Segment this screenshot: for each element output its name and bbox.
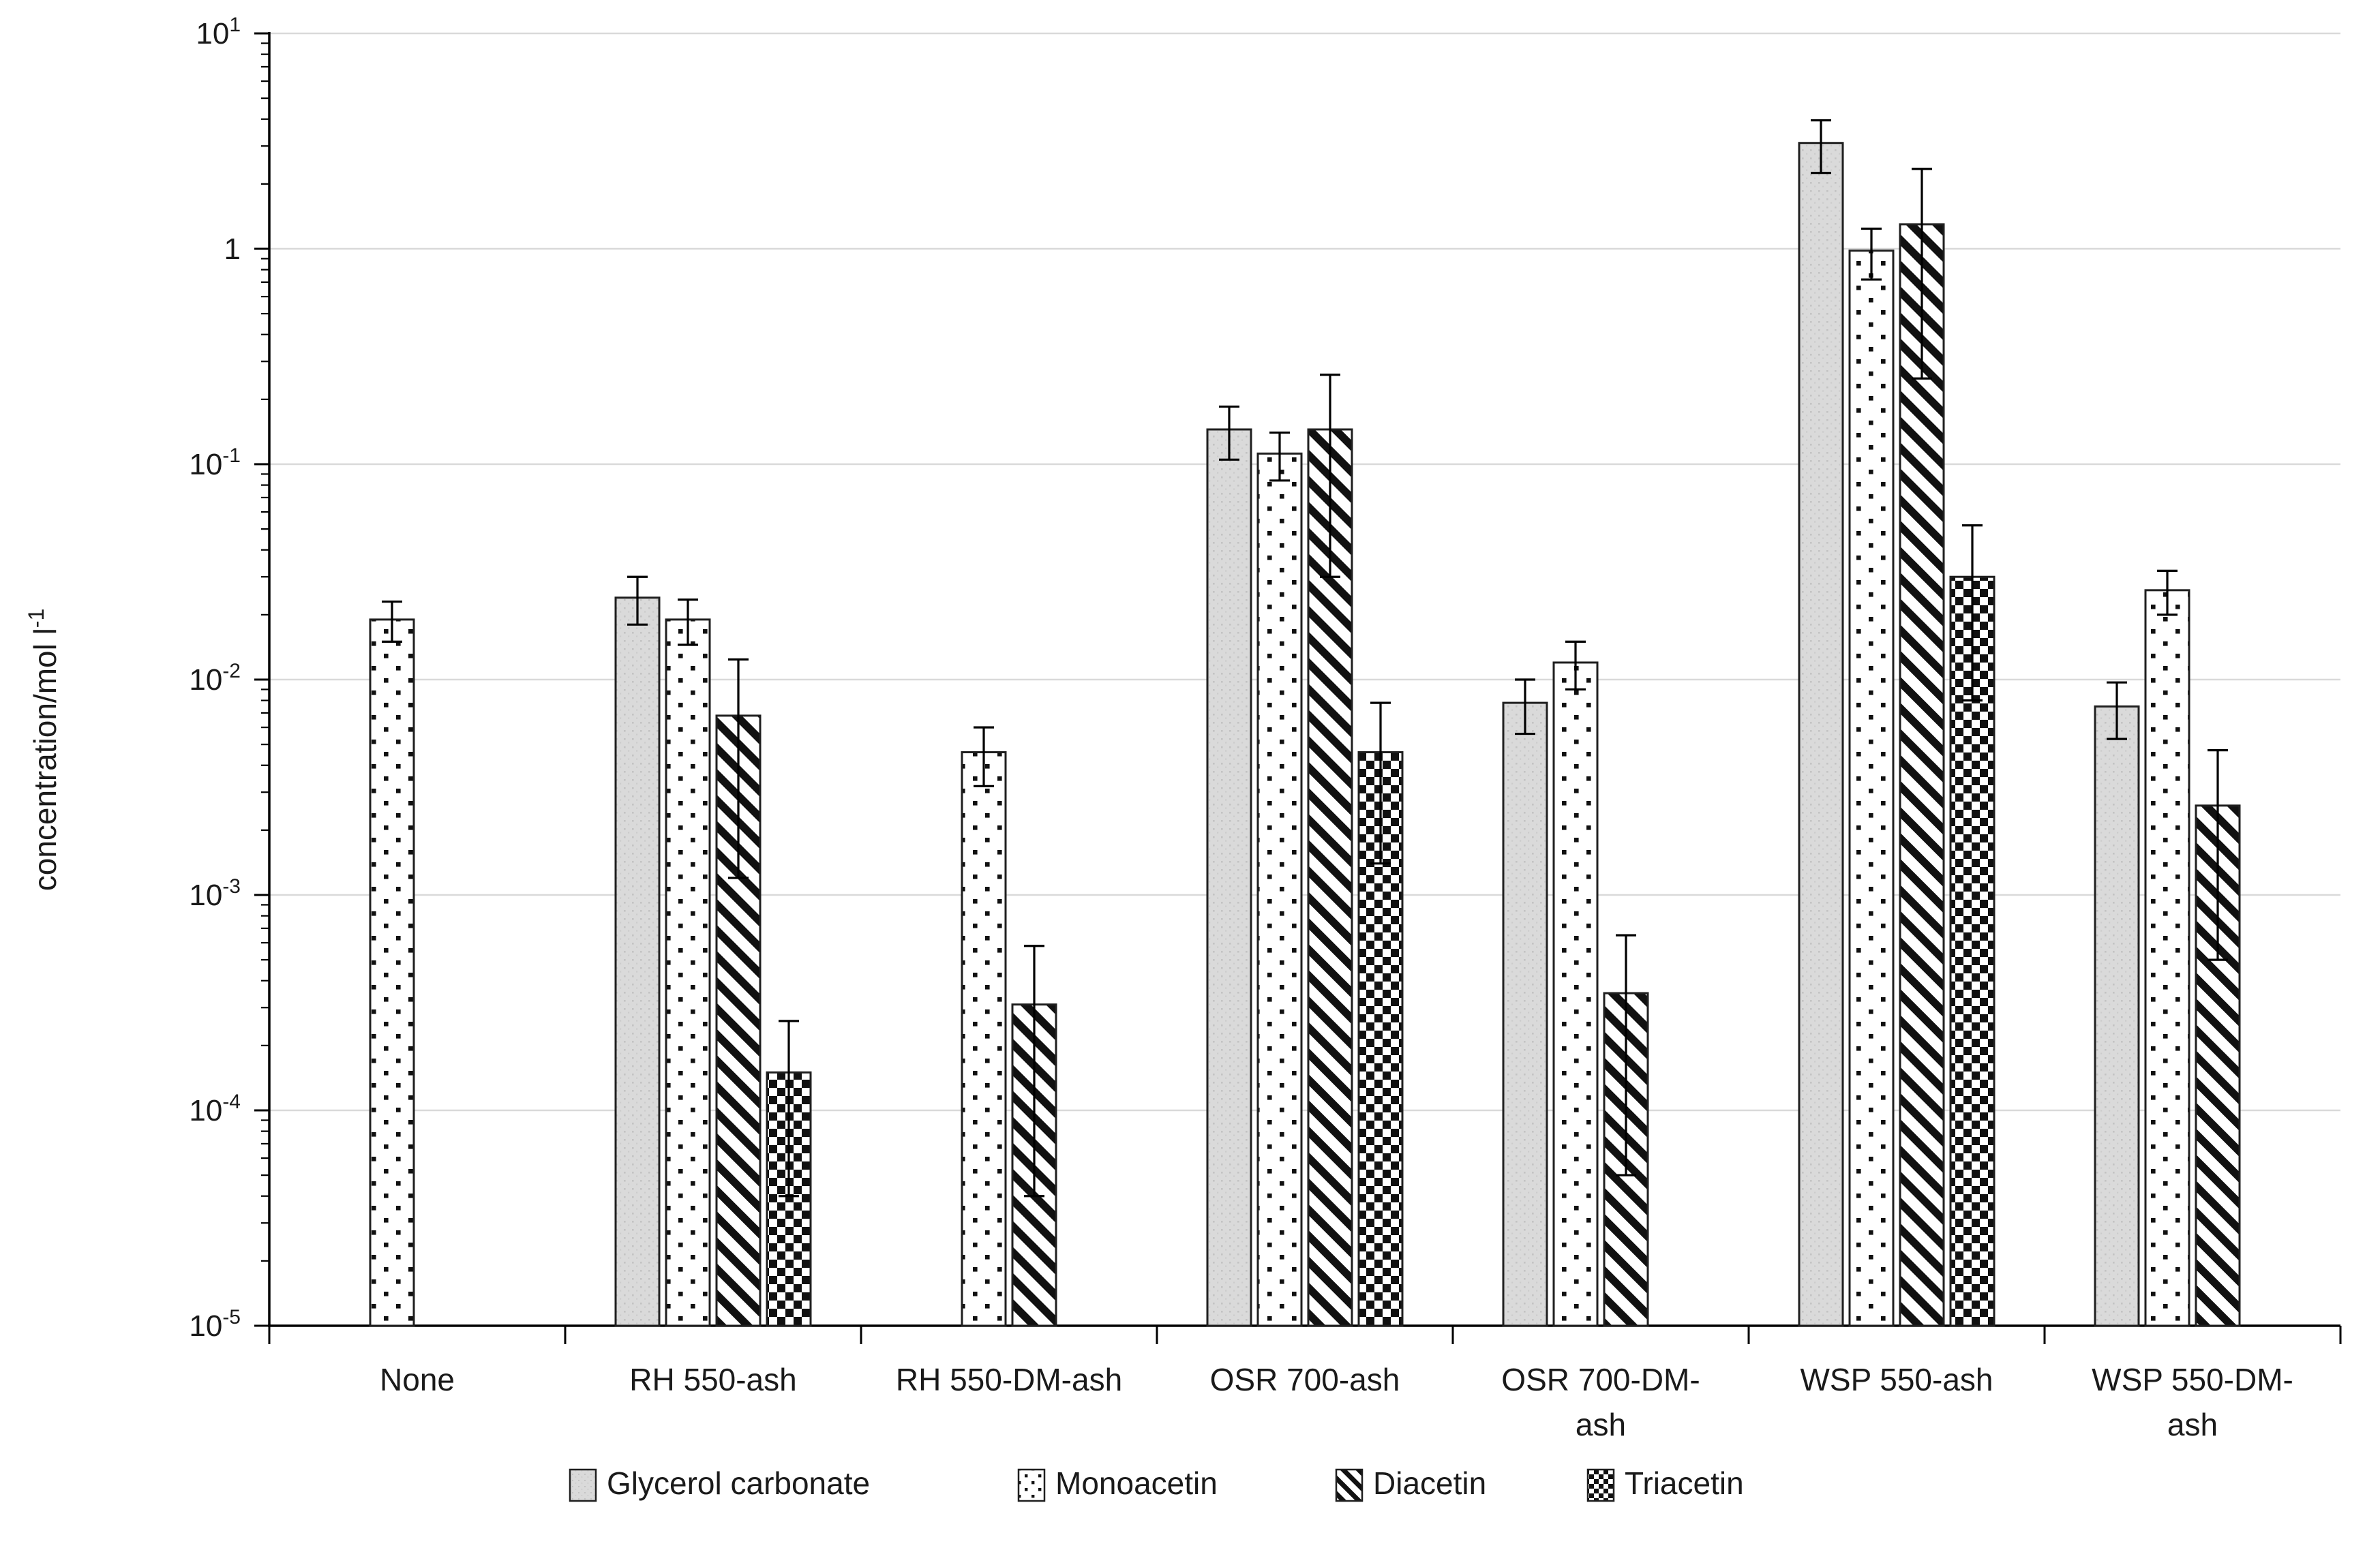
bar-glycerol-carbonate-6	[2094, 705, 2140, 1327]
bar-glycerol-carbonate-1	[614, 596, 661, 1327]
bars	[369, 142, 2241, 1327]
legend-label-triacetin: Triacetin	[1625, 1465, 1744, 1501]
y-axis-title: concentration/mol l-1	[24, 609, 63, 892]
x-category-label-6: WSP 550-DM-	[2092, 1362, 2293, 1397]
legend-swatch-glycerol-carbonate	[569, 1468, 597, 1502]
bar-glycerol-carbonate-3	[1206, 428, 1252, 1327]
legend: Glycerol carbonate Monoacetin Diacetin Tria…	[569, 1465, 1744, 1502]
x-category-label-2: RH 550-DM-ash	[896, 1362, 1122, 1397]
y-tick-label: 101	[196, 14, 241, 50]
y-tick-label: 10-2	[189, 660, 241, 697]
bar-monoacetin-5	[1848, 249, 1895, 1327]
y-axis-tick-labels: 101 1 10-1 10-2 10-3 10-4 10-5	[189, 14, 241, 1343]
legend-label-monoacetin: Monoacetin	[1055, 1465, 1218, 1501]
legend-label-glycerol-carbonate: Glycerol carbonate	[607, 1465, 870, 1501]
bar-triacetin-5	[1949, 575, 1995, 1327]
bar-monoacetin-4	[1552, 661, 1599, 1327]
legend-swatch-diacetin	[1335, 1468, 1364, 1502]
error-bars	[382, 119, 2228, 1198]
legend-swatch-triacetin	[1586, 1468, 1615, 1502]
x-axis-labels: None RH 550-ash RH 550-DM-ash OSR 700-ash OS…	[380, 1362, 2293, 1442]
x-category-label-3: OSR 700-ash	[1210, 1362, 1400, 1397]
y-tick-label: 1	[224, 232, 241, 266]
x-category-label-0: None	[380, 1362, 455, 1397]
bar-monoacetin-0	[369, 618, 415, 1327]
y-tick-label: 10-4	[189, 1091, 241, 1127]
bar-monoacetin-2	[961, 751, 1007, 1327]
x-category-label-5: WSP 550-ash	[1801, 1362, 1993, 1397]
bar-glycerol-carbonate-5	[1798, 142, 1844, 1327]
legend-label-diacetin: Diacetin	[1373, 1465, 1486, 1501]
y-tick-label: 10-3	[189, 875, 241, 912]
x-category-label-4: ash	[1576, 1407, 1626, 1442]
x-category-label-1: RH 550-ash	[629, 1362, 796, 1397]
y-tick-label: 10-5	[189, 1306, 241, 1343]
bar-monoacetin-6	[2144, 589, 2190, 1327]
y-tick-label: 10-1	[189, 444, 241, 481]
bar-diacetin-5	[1899, 223, 1945, 1327]
legend-swatch-monoacetin	[1017, 1468, 1046, 1502]
y-axis-ticks	[254, 32, 269, 1327]
gridlines	[269, 32, 2340, 1112]
bar-monoacetin-3	[1256, 452, 1303, 1327]
x-category-label-4: OSR 700-DM-	[1501, 1362, 1700, 1397]
bar-monoacetin-1	[665, 618, 711, 1327]
bar-triacetin-1	[766, 1071, 812, 1327]
bar-glycerol-carbonate-4	[1502, 701, 1548, 1327]
x-category-label-6: ash	[2167, 1407, 2218, 1442]
